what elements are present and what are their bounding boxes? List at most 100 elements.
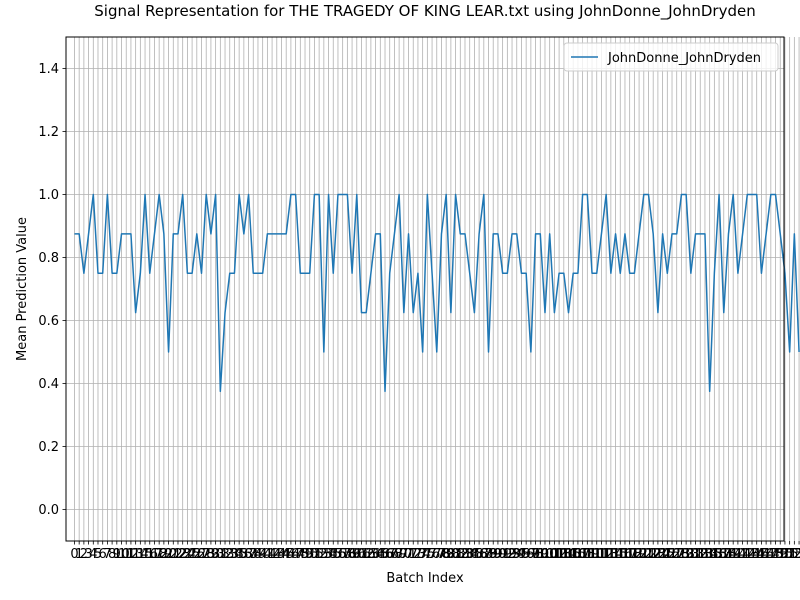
x-tick-label: 134 — [693, 547, 718, 562]
x-tick-label: 89 — [485, 547, 502, 562]
x-tick-label: 113 — [594, 547, 619, 562]
y-tick-label: 0.8 — [38, 251, 59, 266]
x-tick-label: 139 — [716, 547, 741, 562]
x-tick-label: 88 — [480, 547, 497, 562]
x-tick-label: 114 — [598, 547, 623, 562]
x-tick-label: 121 — [631, 547, 656, 562]
x-axis: 0123456789101112131415161718192021222324… — [70, 541, 800, 562]
x-tick-label: 120 — [627, 547, 652, 562]
x-tick-label: 65 — [372, 547, 389, 562]
x-tick-label: 12 — [123, 547, 140, 562]
x-tick-label: 38 — [245, 547, 262, 562]
x-tick-label: 68 — [386, 547, 403, 562]
x-tick-label: 140 — [721, 547, 746, 562]
x-tick-label: 47 — [287, 547, 304, 562]
y-gridlines — [66, 68, 784, 510]
x-tick-label: 4 — [89, 547, 97, 562]
x-tick-label: 76 — [424, 547, 441, 562]
x-tick-label: 37 — [240, 547, 257, 562]
x-tick-label: 21 — [165, 547, 182, 562]
x-tick-label: 53 — [316, 547, 333, 562]
x-tick-label: 133 — [688, 547, 713, 562]
x-tick-label: 20 — [160, 547, 177, 562]
x-tick-label: 138 — [711, 547, 736, 562]
x-tick-label: 109 — [575, 547, 600, 562]
x-tick-label: 85 — [466, 547, 483, 562]
legend: JohnDonne_JohnDryden — [563, 42, 779, 72]
x-tick-label: 80 — [443, 547, 460, 562]
y-tick-label: 1.0 — [38, 188, 59, 203]
x-tick-label: 26 — [189, 547, 206, 562]
x-tick-label: 126 — [655, 547, 680, 562]
x-tick-label: 97 — [523, 547, 540, 562]
x-tick-label: 118 — [617, 547, 642, 562]
x-tick-label: 3 — [84, 547, 92, 562]
x-gridlines — [74, 37, 800, 541]
x-tick-label: 74 — [414, 547, 431, 562]
x-tick-label: 136 — [702, 547, 727, 562]
x-tick-label: 17 — [146, 547, 163, 562]
x-tick-label: 129 — [669, 547, 694, 562]
plot-frame — [65, 36, 785, 542]
x-tick-label: 103 — [547, 547, 572, 562]
x-tick-label: 42 — [264, 547, 281, 562]
y-tick-label: 0.6 — [38, 314, 59, 329]
x-tick-label: 116 — [608, 547, 633, 562]
x-tick-label: 43 — [269, 547, 286, 562]
x-tick-label: 143 — [735, 547, 760, 562]
x-tick-label: 8 — [108, 547, 116, 562]
x-tick-label: 41 — [259, 547, 276, 562]
x-tick-label: 28 — [198, 547, 215, 562]
x-tick-label: 32 — [217, 547, 234, 562]
x-tick-label: 107 — [566, 547, 591, 562]
x-tick-label: 93 — [504, 547, 521, 562]
x-tick-label: 23 — [174, 547, 191, 562]
x-tick-label: 6 — [99, 547, 107, 562]
y-axis: 0.0 0.2 0.4 0.6 0.8 1.0 1.2 1.4 — [38, 62, 66, 518]
x-tick-label: 90 — [490, 547, 507, 562]
x-tick-label: 99 — [532, 547, 549, 562]
x-tick-label: 145 — [744, 547, 769, 562]
x-tick-label: 104 — [551, 547, 576, 562]
x-tick-label: 152 — [777, 547, 800, 562]
x-tick-label: 119 — [622, 547, 647, 562]
x-tick-label: 73 — [410, 547, 427, 562]
x-tick-label: 142 — [730, 547, 755, 562]
y-tick-label: 0.4 — [38, 377, 59, 392]
x-tick-label: 48 — [292, 547, 309, 562]
x-tick-label: 101 — [537, 547, 562, 562]
series-line-johndonne-johndryden — [74, 193, 800, 393]
x-tick-label: 154 — [787, 547, 800, 562]
x-tick-label: 92 — [499, 547, 516, 562]
x-tick-label: 39 — [250, 547, 267, 562]
x-tick-label: 9 — [113, 547, 121, 562]
x-tick-label: 45 — [278, 547, 295, 562]
x-tick-label: 63 — [363, 547, 380, 562]
x-tick-label: 40 — [254, 547, 271, 562]
x-tick-label: 27 — [193, 547, 210, 562]
x-tick-label: 58 — [339, 547, 356, 562]
x-axis-label: Batch Index — [386, 571, 464, 586]
x-tick-label: 125 — [650, 547, 675, 562]
y-axis-label: Mean Prediction Value — [15, 217, 30, 361]
x-tick-label: 141 — [725, 547, 750, 562]
x-tick-label: 19 — [156, 547, 173, 562]
x-tick-label: 84 — [461, 547, 478, 562]
x-tick-label: 95 — [513, 547, 530, 562]
x-tick-label: 44 — [273, 547, 290, 562]
y-tick-label: 0.0 — [38, 503, 59, 518]
x-tick-label: 25 — [184, 547, 201, 562]
x-tick-label: 151 — [773, 547, 798, 562]
x-tick-label: 150 — [768, 547, 793, 562]
x-tick-label: 18 — [151, 547, 168, 562]
x-tick-label: 52 — [311, 547, 328, 562]
x-tick-label: 60 — [349, 547, 366, 562]
x-tick-label: 67 — [381, 547, 398, 562]
x-tick-label: 0 — [70, 547, 78, 562]
x-tick-label: 149 — [763, 547, 788, 562]
x-tick-label: 62 — [358, 547, 375, 562]
x-tick-label: 31 — [212, 547, 229, 562]
x-tick-label: 132 — [683, 547, 708, 562]
